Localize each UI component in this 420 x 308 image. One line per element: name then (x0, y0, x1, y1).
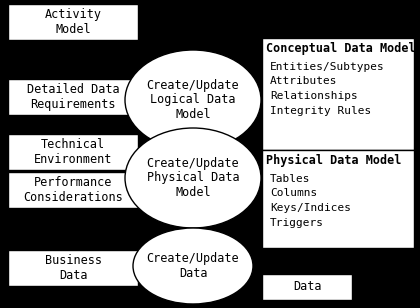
Bar (262, 150, 414, 248)
Ellipse shape (125, 128, 261, 228)
Text: Technical
Environment: Technical Environment (34, 138, 112, 166)
Bar (262, 274, 352, 300)
Text: Business
Data: Business Data (45, 254, 102, 282)
Text: Create/Update
Logical Data
Model: Create/Update Logical Data Model (147, 79, 239, 121)
Text: Keys/Indices: Keys/Indices (270, 203, 351, 213)
Ellipse shape (133, 228, 253, 304)
Text: Create/Update
Physical Data
Model: Create/Update Physical Data Model (147, 156, 239, 200)
Bar (8, 134, 138, 170)
Text: Data: Data (293, 281, 321, 294)
Bar (8, 4, 138, 40)
Text: Attributes: Attributes (270, 76, 338, 87)
Text: Integrity Rules: Integrity Rules (270, 106, 371, 116)
Text: Columns: Columns (270, 188, 317, 198)
Text: Create/Update
Data: Create/Update Data (147, 252, 239, 280)
Text: Physical Data Model: Physical Data Model (266, 154, 402, 167)
Text: Triggers: Triggers (270, 217, 324, 228)
Bar (8, 172, 138, 208)
Text: Detailed Data
Requirements: Detailed Data Requirements (27, 83, 119, 111)
Text: Activity
Model: Activity Model (45, 8, 102, 36)
Bar (8, 250, 138, 286)
Bar (262, 38, 414, 150)
Text: Conceptual Data Model: Conceptual Data Model (266, 42, 416, 55)
Text: Entities/Subtypes: Entities/Subtypes (270, 62, 385, 72)
Text: Tables: Tables (270, 174, 310, 184)
Bar (8, 79, 138, 115)
Text: Relationships: Relationships (270, 91, 358, 101)
Text: Performance
Considerations: Performance Considerations (23, 176, 123, 204)
Ellipse shape (125, 50, 261, 150)
